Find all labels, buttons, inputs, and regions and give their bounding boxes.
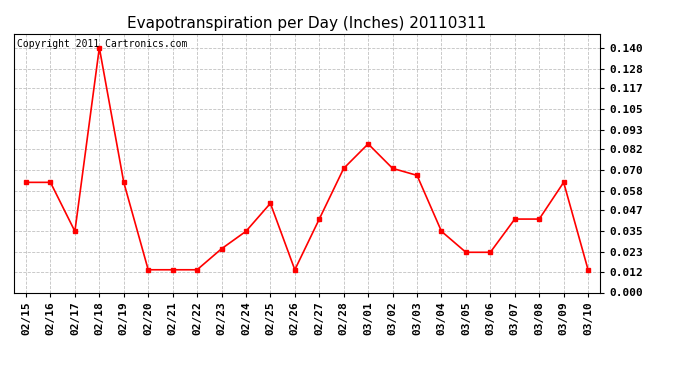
- Text: Copyright 2011 Cartronics.com: Copyright 2011 Cartronics.com: [17, 39, 187, 49]
- Title: Evapotranspiration per Day (Inches) 20110311: Evapotranspiration per Day (Inches) 2011…: [128, 16, 486, 31]
